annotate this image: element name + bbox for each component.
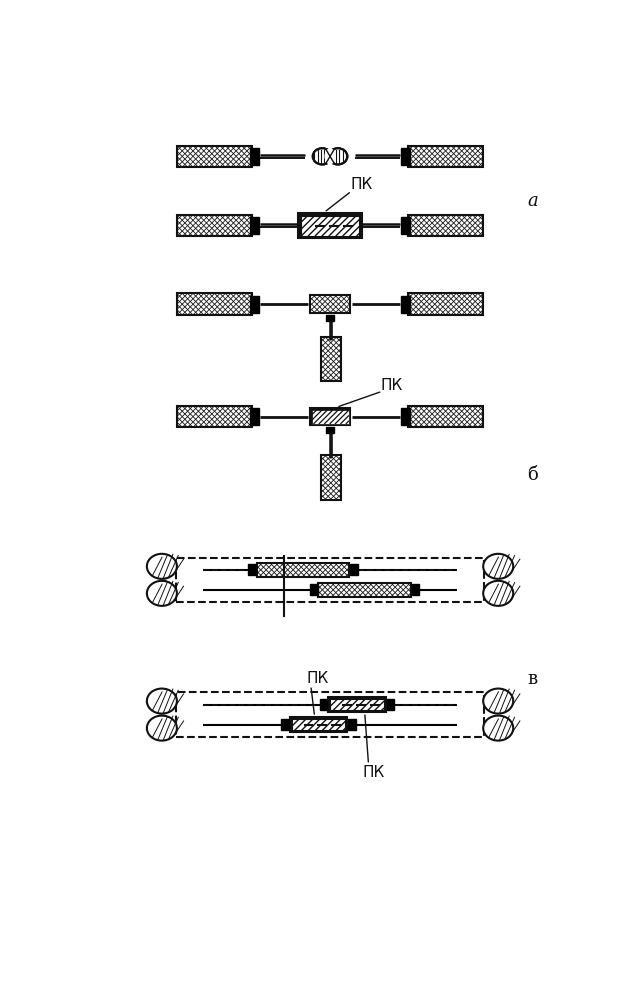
Bar: [177, 294, 252, 315]
Ellipse shape: [483, 580, 513, 606]
Text: ПК: ПК: [307, 671, 329, 686]
Bar: [177, 145, 252, 167]
Text: в: в: [527, 670, 537, 687]
Bar: [401, 296, 410, 312]
Ellipse shape: [325, 148, 336, 164]
Text: ПК: ПК: [350, 178, 372, 192]
Text: ПК: ПК: [380, 378, 402, 393]
Bar: [310, 409, 350, 425]
Bar: [250, 217, 259, 234]
Bar: [292, 719, 345, 730]
Bar: [319, 583, 411, 597]
Bar: [176, 558, 484, 602]
Ellipse shape: [147, 580, 177, 606]
Bar: [321, 455, 341, 500]
Bar: [298, 213, 362, 238]
Bar: [250, 148, 259, 165]
Bar: [408, 145, 483, 167]
Ellipse shape: [328, 148, 347, 164]
Bar: [408, 145, 483, 167]
Ellipse shape: [483, 554, 513, 578]
Bar: [408, 406, 483, 427]
Bar: [250, 409, 259, 425]
Ellipse shape: [147, 554, 177, 578]
Bar: [281, 719, 289, 730]
Bar: [412, 584, 419, 595]
Bar: [177, 215, 252, 237]
Ellipse shape: [313, 148, 332, 164]
Text: a: a: [527, 192, 538, 210]
Bar: [350, 565, 358, 575]
Bar: [312, 409, 348, 423]
Bar: [408, 294, 483, 315]
Bar: [257, 563, 349, 576]
Bar: [321, 337, 341, 381]
Ellipse shape: [147, 716, 177, 740]
Bar: [401, 217, 410, 234]
Bar: [401, 148, 410, 165]
Bar: [257, 563, 349, 576]
Bar: [310, 295, 350, 313]
Bar: [408, 406, 483, 427]
Bar: [330, 699, 384, 710]
Bar: [386, 699, 394, 710]
Bar: [310, 584, 317, 595]
Bar: [408, 294, 483, 315]
Bar: [408, 215, 483, 237]
Bar: [326, 315, 334, 321]
Bar: [249, 565, 256, 575]
Ellipse shape: [483, 688, 513, 714]
Bar: [177, 406, 252, 427]
Bar: [177, 406, 252, 427]
Bar: [348, 719, 356, 730]
Bar: [177, 215, 252, 237]
Bar: [301, 216, 359, 236]
Ellipse shape: [147, 688, 177, 714]
Bar: [176, 692, 484, 736]
Bar: [319, 699, 327, 710]
Bar: [321, 337, 341, 381]
Bar: [310, 295, 350, 313]
Bar: [319, 583, 411, 597]
Bar: [401, 409, 410, 425]
Bar: [177, 294, 252, 315]
Text: б: б: [527, 465, 538, 484]
Bar: [177, 145, 252, 167]
Bar: [290, 717, 347, 733]
Bar: [326, 426, 334, 433]
Text: ПК: ПК: [363, 765, 384, 780]
Bar: [250, 296, 259, 312]
Bar: [408, 215, 483, 237]
Bar: [328, 697, 386, 712]
Bar: [321, 455, 341, 500]
Ellipse shape: [483, 716, 513, 740]
